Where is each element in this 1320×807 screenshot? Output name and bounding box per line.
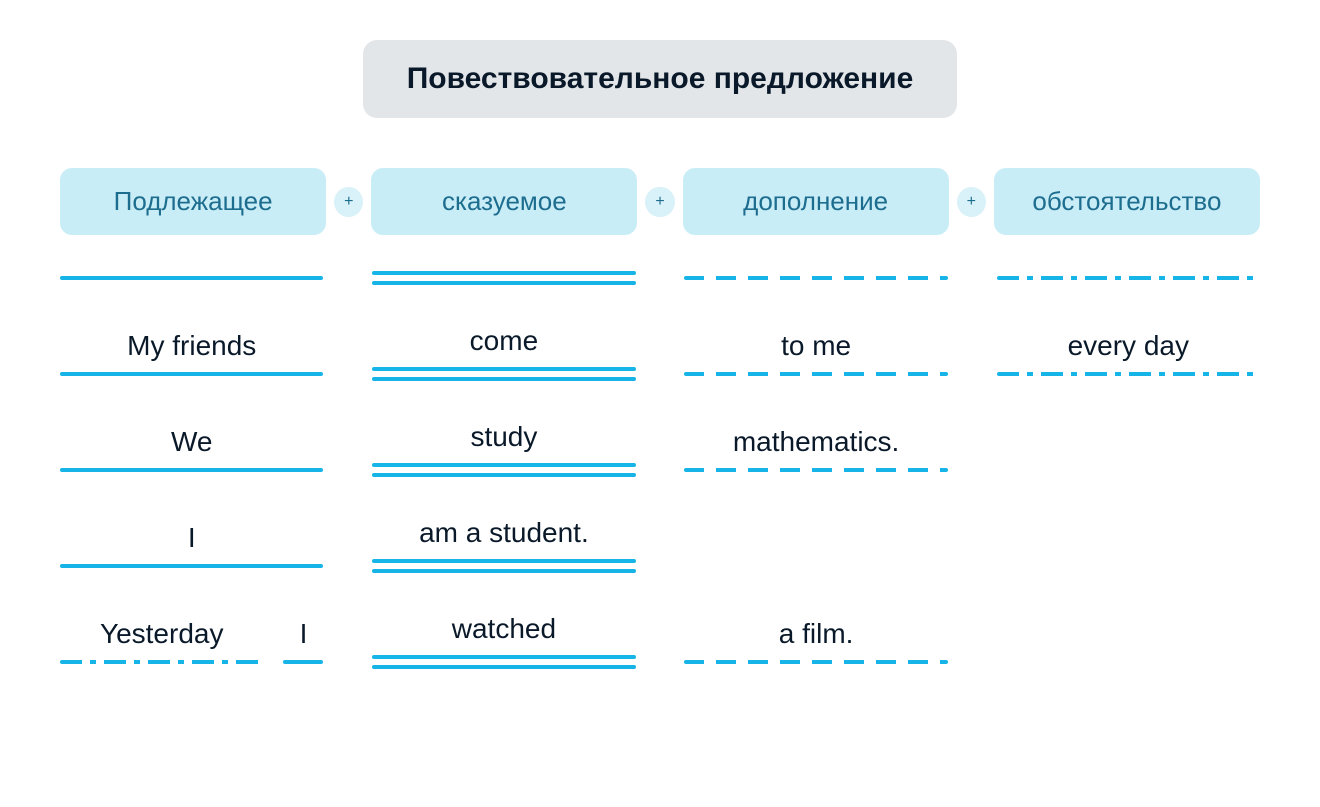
header-object: дополнение — [683, 168, 949, 235]
underline-dashed — [684, 468, 947, 472]
underline-solid — [60, 372, 323, 376]
word-adverbial: Yesterday — [60, 618, 263, 654]
underline-dashed — [684, 660, 947, 664]
word-predicate: am a student. — [372, 517, 635, 553]
example-row: Yesterday I watched a film. — [60, 613, 1260, 669]
word-subject: My friends — [60, 330, 323, 366]
underline-dashed — [684, 372, 947, 376]
word-object: mathematics. — [684, 426, 947, 462]
underline-solid — [60, 468, 323, 472]
header-subject: Подлежащее — [60, 168, 326, 235]
plus-icon: + — [957, 187, 986, 217]
word-predicate: watched — [372, 613, 635, 649]
word-predicate: study — [372, 421, 635, 457]
underline-double — [372, 665, 635, 669]
pattern-row — [60, 265, 1260, 285]
underline-double — [372, 281, 635, 285]
header-row: Подлежащее + сказуемое + дополнение + об… — [60, 168, 1260, 235]
header-predicate: сказуемое — [371, 168, 637, 235]
underline-dashdot — [997, 372, 1260, 376]
example-row: My friends come to me every day — [60, 325, 1260, 381]
underline-double — [372, 473, 635, 477]
word-subject: I — [60, 522, 323, 558]
word-object: to me — [684, 330, 947, 366]
plus-icon: + — [645, 187, 674, 217]
plus-icon: + — [334, 187, 363, 217]
underline-solid — [283, 660, 323, 664]
word-object: a film. — [684, 618, 947, 654]
example-row: We study mathematics. — [60, 421, 1260, 477]
underline-solid — [60, 564, 323, 568]
underline-dashdot — [60, 660, 263, 664]
diagram-title: Повествовательное предложение — [363, 40, 958, 118]
word-subject: We — [60, 426, 323, 462]
underline-solid — [60, 276, 323, 280]
word-adverbial: every day — [997, 330, 1260, 366]
word-predicate: come — [372, 325, 635, 361]
header-adverbial: обстоятельство — [994, 168, 1260, 235]
word-subject: I — [283, 618, 323, 654]
example-row: I am a student. — [60, 517, 1260, 573]
underline-dashed — [684, 276, 947, 280]
underline-double — [372, 377, 635, 381]
underline-double — [372, 569, 635, 573]
underline-dashdot — [997, 276, 1260, 280]
